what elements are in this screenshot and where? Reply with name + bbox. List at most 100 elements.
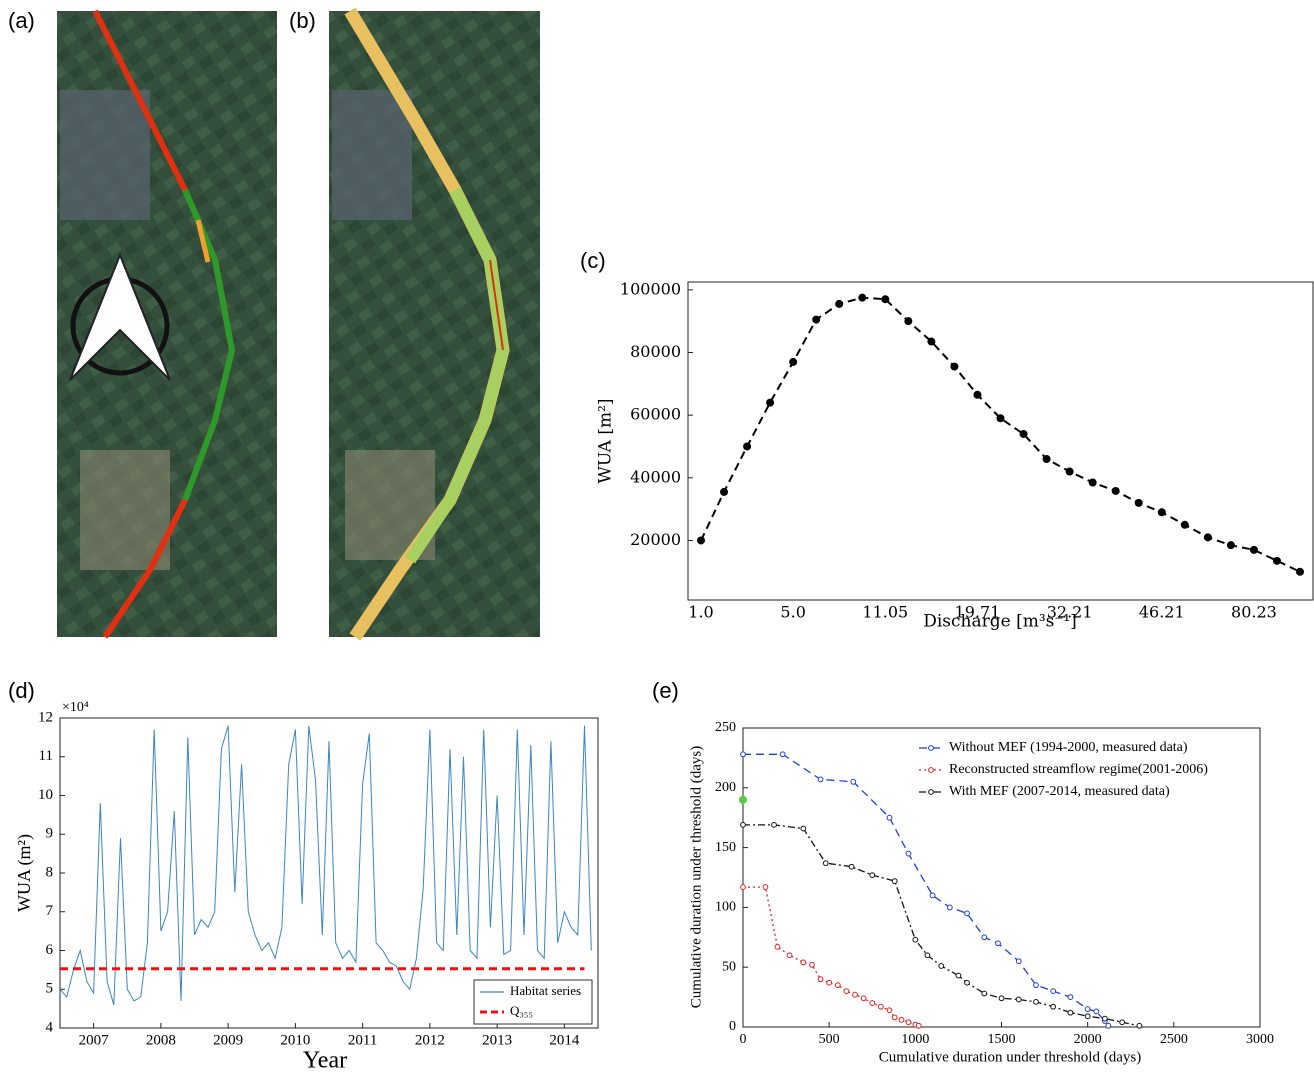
x-tick-label: 11.05	[862, 603, 908, 622]
x-tick-label: 1.0	[688, 603, 713, 622]
data-point	[817, 976, 824, 983]
data-point	[1111, 486, 1120, 495]
data-point	[766, 398, 775, 407]
data-point	[1084, 1006, 1091, 1012]
y-tick-label: 12	[38, 709, 53, 725]
data-point	[881, 295, 890, 304]
data-point	[1105, 1022, 1112, 1029]
x-tick-label: 5.0	[780, 603, 805, 622]
x-axis-label: Year	[303, 1048, 347, 1073]
y-tick-label: 10	[38, 787, 53, 803]
y-tick-label: 60000	[630, 405, 681, 424]
data-point	[1015, 996, 1022, 1003]
legend-marker	[928, 767, 934, 773]
data-point	[1015, 958, 1022, 965]
x-tick-label: 500	[819, 1032, 840, 1047]
x-tick-label: 80.23	[1231, 603, 1277, 622]
data-point	[1203, 533, 1212, 542]
panel-label: (c)	[580, 248, 606, 273]
x-tick-label: 2008	[146, 1032, 176, 1048]
data-point	[995, 940, 1001, 947]
y-tick-label: 4	[46, 1019, 54, 1035]
y-tick-label: 100	[715, 900, 736, 915]
y-tick-label: 250	[715, 720, 736, 735]
data-point	[1084, 1013, 1091, 1020]
chart: (d) 4 5 6 7 8 9 10 11 12 2007 2008 2009 2010 2011 2012 2…	[8, 678, 599, 1073]
data-point	[1033, 982, 1039, 989]
data-point	[739, 795, 747, 804]
x-tick-label: 2010	[280, 1032, 310, 1048]
data-point	[860, 995, 867, 1002]
y-scale-label: ×10⁴	[62, 700, 89, 715]
data-point	[1050, 1003, 1057, 1010]
data-point	[826, 979, 833, 986]
data-point	[858, 293, 867, 302]
data-point	[740, 751, 746, 758]
x-tick-label: 2500	[1160, 1032, 1188, 1047]
x-tick-label: 2009	[213, 1032, 243, 1048]
y-tick-label: 7	[46, 903, 54, 919]
data-point	[950, 362, 959, 371]
data-point	[1180, 520, 1189, 529]
data-point	[1065, 467, 1074, 476]
data-point	[927, 337, 936, 346]
data-point	[812, 315, 821, 324]
data-point	[912, 936, 919, 943]
series-line	[700, 296, 1301, 573]
x-tick-label: 2013	[482, 1032, 512, 1048]
y-tick-label: 11	[39, 748, 53, 764]
data-point	[789, 357, 798, 366]
panel-label: (b)	[289, 8, 316, 33]
data-point	[697, 536, 705, 545]
legend-label: Without MEF (1994-2000, measured data)	[949, 740, 1188, 755]
x-tick-label: 2012	[415, 1032, 445, 1048]
legend: Habitat series Q₃₅₅	[473, 979, 593, 1025]
x-tick-label: 3000	[1246, 1032, 1274, 1047]
data-point	[800, 825, 807, 832]
chart: (c) 20000 40000 60000 80000 100000 1.0 5.0 11.05…	[580, 248, 1314, 632]
y-tick-label: 50	[722, 959, 736, 974]
panel-label: (e)	[652, 678, 679, 703]
data-point	[835, 299, 844, 308]
panel-label: (a)	[8, 8, 35, 33]
y-tick-label: 150	[715, 840, 736, 855]
data-point	[1033, 998, 1039, 1005]
data-point	[1088, 478, 1097, 487]
y-tick-label: 0	[729, 1019, 736, 1034]
data-point	[1093, 1008, 1100, 1015]
data-point	[1067, 994, 1074, 1000]
data-point	[1136, 1022, 1143, 1029]
data-point	[1019, 429, 1028, 438]
data-point	[1042, 455, 1051, 464]
data-point	[869, 1000, 876, 1006]
data-point	[740, 884, 746, 890]
data-point	[886, 814, 893, 821]
legend-box	[473, 979, 593, 1025]
legend-label: With MEF (2007-2014, measured data)	[949, 784, 1170, 799]
data-point	[852, 991, 858, 998]
x-tick-label: 19.71	[955, 603, 1001, 622]
x-tick-label: 2014	[549, 1032, 580, 1048]
y-tick-label: 200	[715, 780, 736, 795]
data-point	[817, 776, 824, 783]
x-tick-label: 0	[740, 1032, 747, 1047]
data-point	[1067, 1009, 1074, 1016]
satellite-a	[57, 9, 277, 639]
data-point	[762, 884, 769, 890]
legend: Without MEF (1994-2000, measured data) Re…	[919, 740, 1208, 799]
data-point	[1296, 567, 1304, 576]
data-point	[843, 988, 850, 995]
data-point	[964, 910, 970, 917]
data-point	[996, 414, 1005, 423]
data-point	[898, 1016, 905, 1023]
data-point	[964, 979, 970, 986]
data-point	[1050, 988, 1057, 995]
data-point	[938, 963, 945, 969]
data-point	[740, 821, 746, 828]
x-tick-label: 1000	[901, 1032, 929, 1047]
x-tick-label: 1500	[988, 1032, 1016, 1047]
y-tick-label: 100000	[620, 279, 681, 298]
x-axis-label: Cumulative duration under threshold (day…	[879, 1049, 1141, 1065]
data-point	[779, 751, 786, 758]
